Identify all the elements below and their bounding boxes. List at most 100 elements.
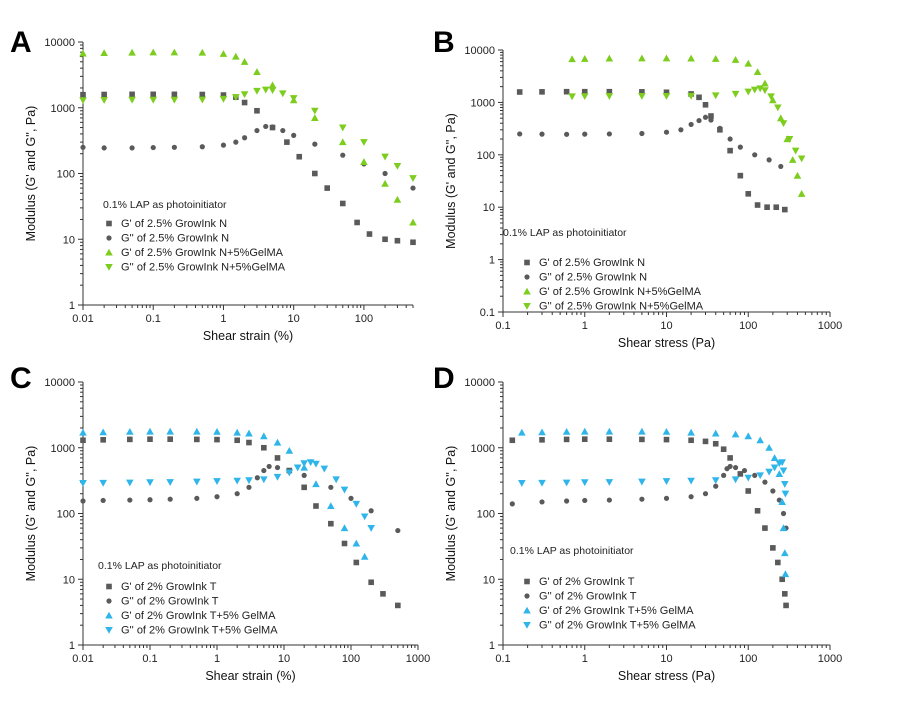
data-point	[245, 477, 253, 485]
data-point	[702, 114, 709, 120]
data-point	[778, 498, 786, 505]
data-point	[785, 135, 794, 143]
data-point	[254, 127, 260, 134]
data-point	[770, 464, 779, 472]
legend-marker	[524, 578, 530, 585]
data-point	[638, 93, 646, 100]
data-point	[382, 236, 388, 243]
data-point	[762, 525, 768, 531]
data-point	[150, 91, 157, 98]
data-point	[752, 152, 758, 158]
x-tick-label: 10	[660, 653, 672, 665]
data-point	[564, 131, 570, 137]
data-point	[638, 427, 646, 435]
data-point	[213, 478, 221, 485]
data-point	[605, 427, 614, 435]
data-point	[328, 520, 334, 527]
data-point	[663, 129, 670, 135]
x-tick-label: 1	[582, 320, 588, 332]
data-point	[750, 86, 759, 94]
y-tick-label: 100	[57, 509, 75, 521]
data-point	[99, 428, 107, 436]
y-tick-label: 1000	[51, 443, 75, 455]
data-point	[214, 494, 220, 500]
legend-marker	[523, 621, 531, 629]
data-point	[775, 559, 781, 566]
data-point	[562, 427, 571, 435]
data-point	[727, 147, 733, 154]
x-tick-label: 0.1	[142, 653, 157, 665]
data-point	[662, 93, 671, 100]
y-axis-title: Modulus (G' and G'', Pa)	[444, 446, 458, 582]
data-point	[727, 136, 733, 142]
data-point	[245, 429, 253, 437]
data-point	[702, 438, 709, 445]
data-point	[171, 91, 178, 98]
series-3	[79, 48, 417, 226]
data-point	[395, 527, 401, 534]
data-point	[563, 436, 570, 443]
data-point	[312, 480, 320, 488]
y-tick-label: 10000	[464, 45, 495, 57]
data-point	[605, 54, 614, 62]
data-point	[312, 170, 318, 177]
data-point	[313, 503, 319, 509]
data-point	[220, 92, 227, 98]
legend-marker	[105, 611, 113, 619]
data-point	[300, 460, 308, 468]
legend-marker	[106, 598, 112, 604]
data-point	[280, 127, 286, 134]
data-point	[688, 494, 694, 500]
data-point	[327, 502, 335, 510]
data-point	[126, 479, 134, 487]
panel-b: B 0.1 1 10 100 1000 0.1 1 10 100 1000 10000 Shear st…	[433, 26, 842, 350]
data-point	[781, 481, 789, 488]
data-point	[171, 144, 177, 150]
data-point	[580, 54, 589, 62]
data-point	[146, 479, 154, 487]
y-tick-label: 1000	[471, 97, 495, 109]
data-point	[79, 49, 87, 57]
x-tick-label: 1000	[406, 653, 430, 665]
x-tick-label: 100	[739, 653, 757, 665]
data-point	[779, 524, 788, 532]
series-1	[509, 436, 789, 609]
data-point	[663, 89, 670, 96]
data-point	[194, 436, 200, 443]
y-axis-title: Modulus (G' and G'', Pa)	[24, 446, 38, 582]
data-point	[581, 88, 588, 95]
data-point	[360, 552, 369, 560]
data-point	[516, 89, 523, 95]
data-point	[517, 131, 523, 137]
x-tick-label: 0.1	[495, 320, 510, 332]
data-point	[268, 87, 277, 94]
panel-a: A 0.01 0.1 1 10 100 1 10 100 1000 10000 Shear strai…	[10, 26, 417, 343]
data-point	[352, 500, 361, 508]
data-point	[311, 107, 319, 115]
legend-marker	[106, 220, 112, 227]
data-point	[745, 488, 752, 494]
data-point	[147, 497, 153, 503]
data-point	[687, 92, 695, 100]
x-tick-label: 0.1	[495, 653, 510, 665]
data-point	[662, 427, 671, 435]
data-point	[285, 469, 294, 477]
data-point	[538, 428, 546, 436]
y-tick-label: 0.1	[480, 307, 495, 319]
data-point	[360, 158, 368, 165]
data-point	[781, 570, 790, 578]
data-point	[167, 436, 173, 442]
legend-marker	[523, 606, 531, 614]
data-point	[150, 144, 156, 151]
data-point	[696, 94, 702, 101]
data-point	[509, 437, 516, 444]
data-point	[762, 479, 768, 485]
data-point	[233, 428, 241, 436]
data-point	[368, 579, 374, 586]
data-point	[717, 125, 723, 131]
x-tick-label: 100	[355, 313, 373, 325]
x-tick-label: 1000	[818, 320, 842, 332]
data-point	[241, 135, 248, 141]
legend-marker	[523, 287, 531, 295]
data-point	[797, 155, 806, 163]
